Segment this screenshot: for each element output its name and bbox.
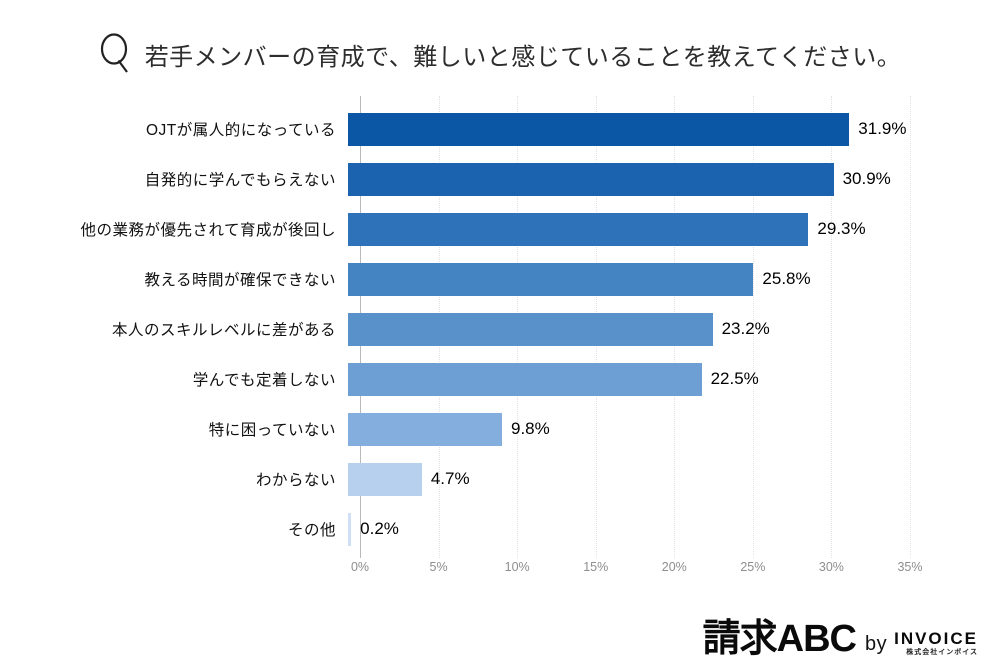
brand-name: 請求ABC (702, 617, 857, 660)
gridline (752, 96, 754, 558)
value-label: 22.5% (710, 369, 759, 388)
value-label: 4.7% (430, 469, 470, 488)
category-label: 他の業務が優先されて育成が後回し (80, 222, 336, 239)
page-title: 若手メンバーの育成で、難しいと感じていることを教えてください。 (144, 43, 902, 71)
category-label: わからない (255, 472, 336, 489)
bar (348, 162, 834, 196)
x-tick-label: 35% (897, 560, 923, 574)
x-axis: 0% 5% 10% 15% 20% 25% 30% 35% (351, 560, 923, 576)
bar-row: 他の業務が優先されて育成が後回し 29.3% (0, 204, 1000, 254)
bar (348, 212, 809, 246)
survey-bar-chart: 若手メンバーの育成で、難しいと感じていることを教えてください。 OJTが属人的に… (0, 33, 1000, 576)
bar (348, 512, 352, 546)
x-tick-label: 5% (429, 560, 448, 574)
bar-row: 教える時間が確保できない 25.8% (0, 254, 1000, 304)
bar-row: OJTが属人的になっている 31.9% (0, 104, 1000, 154)
value-label: 23.2% (721, 319, 770, 338)
bar-track: 25.8% (348, 262, 898, 296)
category-label: 教える時間が確保できない (144, 272, 336, 289)
category-label: 特に困っていない (208, 422, 336, 439)
bar-track: 4.7% (348, 462, 898, 496)
bar-track: 29.3% (348, 212, 898, 246)
company-block: INVOICE 株式会社インボイス (894, 630, 978, 656)
value-label: 25.8% (762, 269, 811, 288)
bar-row: 学んでも定着しない 22.5% (0, 354, 1000, 404)
bar-row: 自発的に学んでもらえない 30.9% (0, 154, 1000, 204)
bar-track: 22.5% (348, 362, 898, 396)
bar-row: わからない 4.7% (0, 454, 1000, 504)
bar-track: 30.9% (348, 162, 898, 196)
by-label: by (864, 633, 888, 655)
bar-track: 31.9% (348, 112, 906, 146)
bar-track: 9.8% (348, 412, 898, 446)
value-label: 0.2% (360, 519, 399, 538)
bar-row: その他 0.2% (0, 504, 1000, 554)
bar-track: 0.2% (348, 512, 898, 546)
bar (348, 262, 754, 296)
category-label: 学んでも定着しない (192, 372, 336, 389)
bar-row: 特に困っていない 9.8% (0, 404, 1000, 454)
value-label: 30.9% (842, 169, 891, 188)
category-label: その他 (287, 522, 336, 539)
magnifier-q-icon (100, 33, 128, 73)
bar (348, 462, 422, 496)
company-subtitle: 株式会社インボイス (906, 649, 978, 656)
brand-logo: 請求ABC by INVOICE 株式会社インボイス (702, 617, 978, 660)
bar (348, 112, 850, 146)
chart-header: 若手メンバーの育成で、難しいと感じていることを教えてください。 (0, 33, 1000, 74)
bar (348, 412, 502, 446)
value-label: 9.8% (511, 419, 550, 438)
gridline (831, 96, 833, 558)
value-label: 31.9% (858, 119, 907, 138)
company-name: INVOICE (894, 629, 978, 648)
x-tick-label: 10% (504, 560, 530, 574)
x-tick-label: 25% (740, 560, 766, 574)
bar (348, 362, 702, 396)
bar-rows: OJTが属人的になっている 31.9% 自発的に学んでもらえない 30.9% 他… (0, 104, 1000, 554)
category-label: OJTが属人的になっている (145, 122, 336, 139)
x-tick-label: 20% (661, 560, 687, 574)
x-tick-label: 15% (583, 560, 609, 574)
category-label: 自発的に学んでもらえない (144, 172, 336, 189)
value-label: 29.3% (817, 219, 866, 238)
bar-track: 23.2% (348, 312, 898, 346)
x-tick-label: 30% (818, 560, 844, 574)
gridline (910, 96, 911, 558)
bar-row: 本人のスキルレベルに差がある 23.2% (0, 304, 1000, 354)
category-label: 本人のスキルレベルに差がある (111, 322, 336, 339)
bar (348, 312, 713, 346)
x-tick-label: 0% (350, 560, 370, 574)
